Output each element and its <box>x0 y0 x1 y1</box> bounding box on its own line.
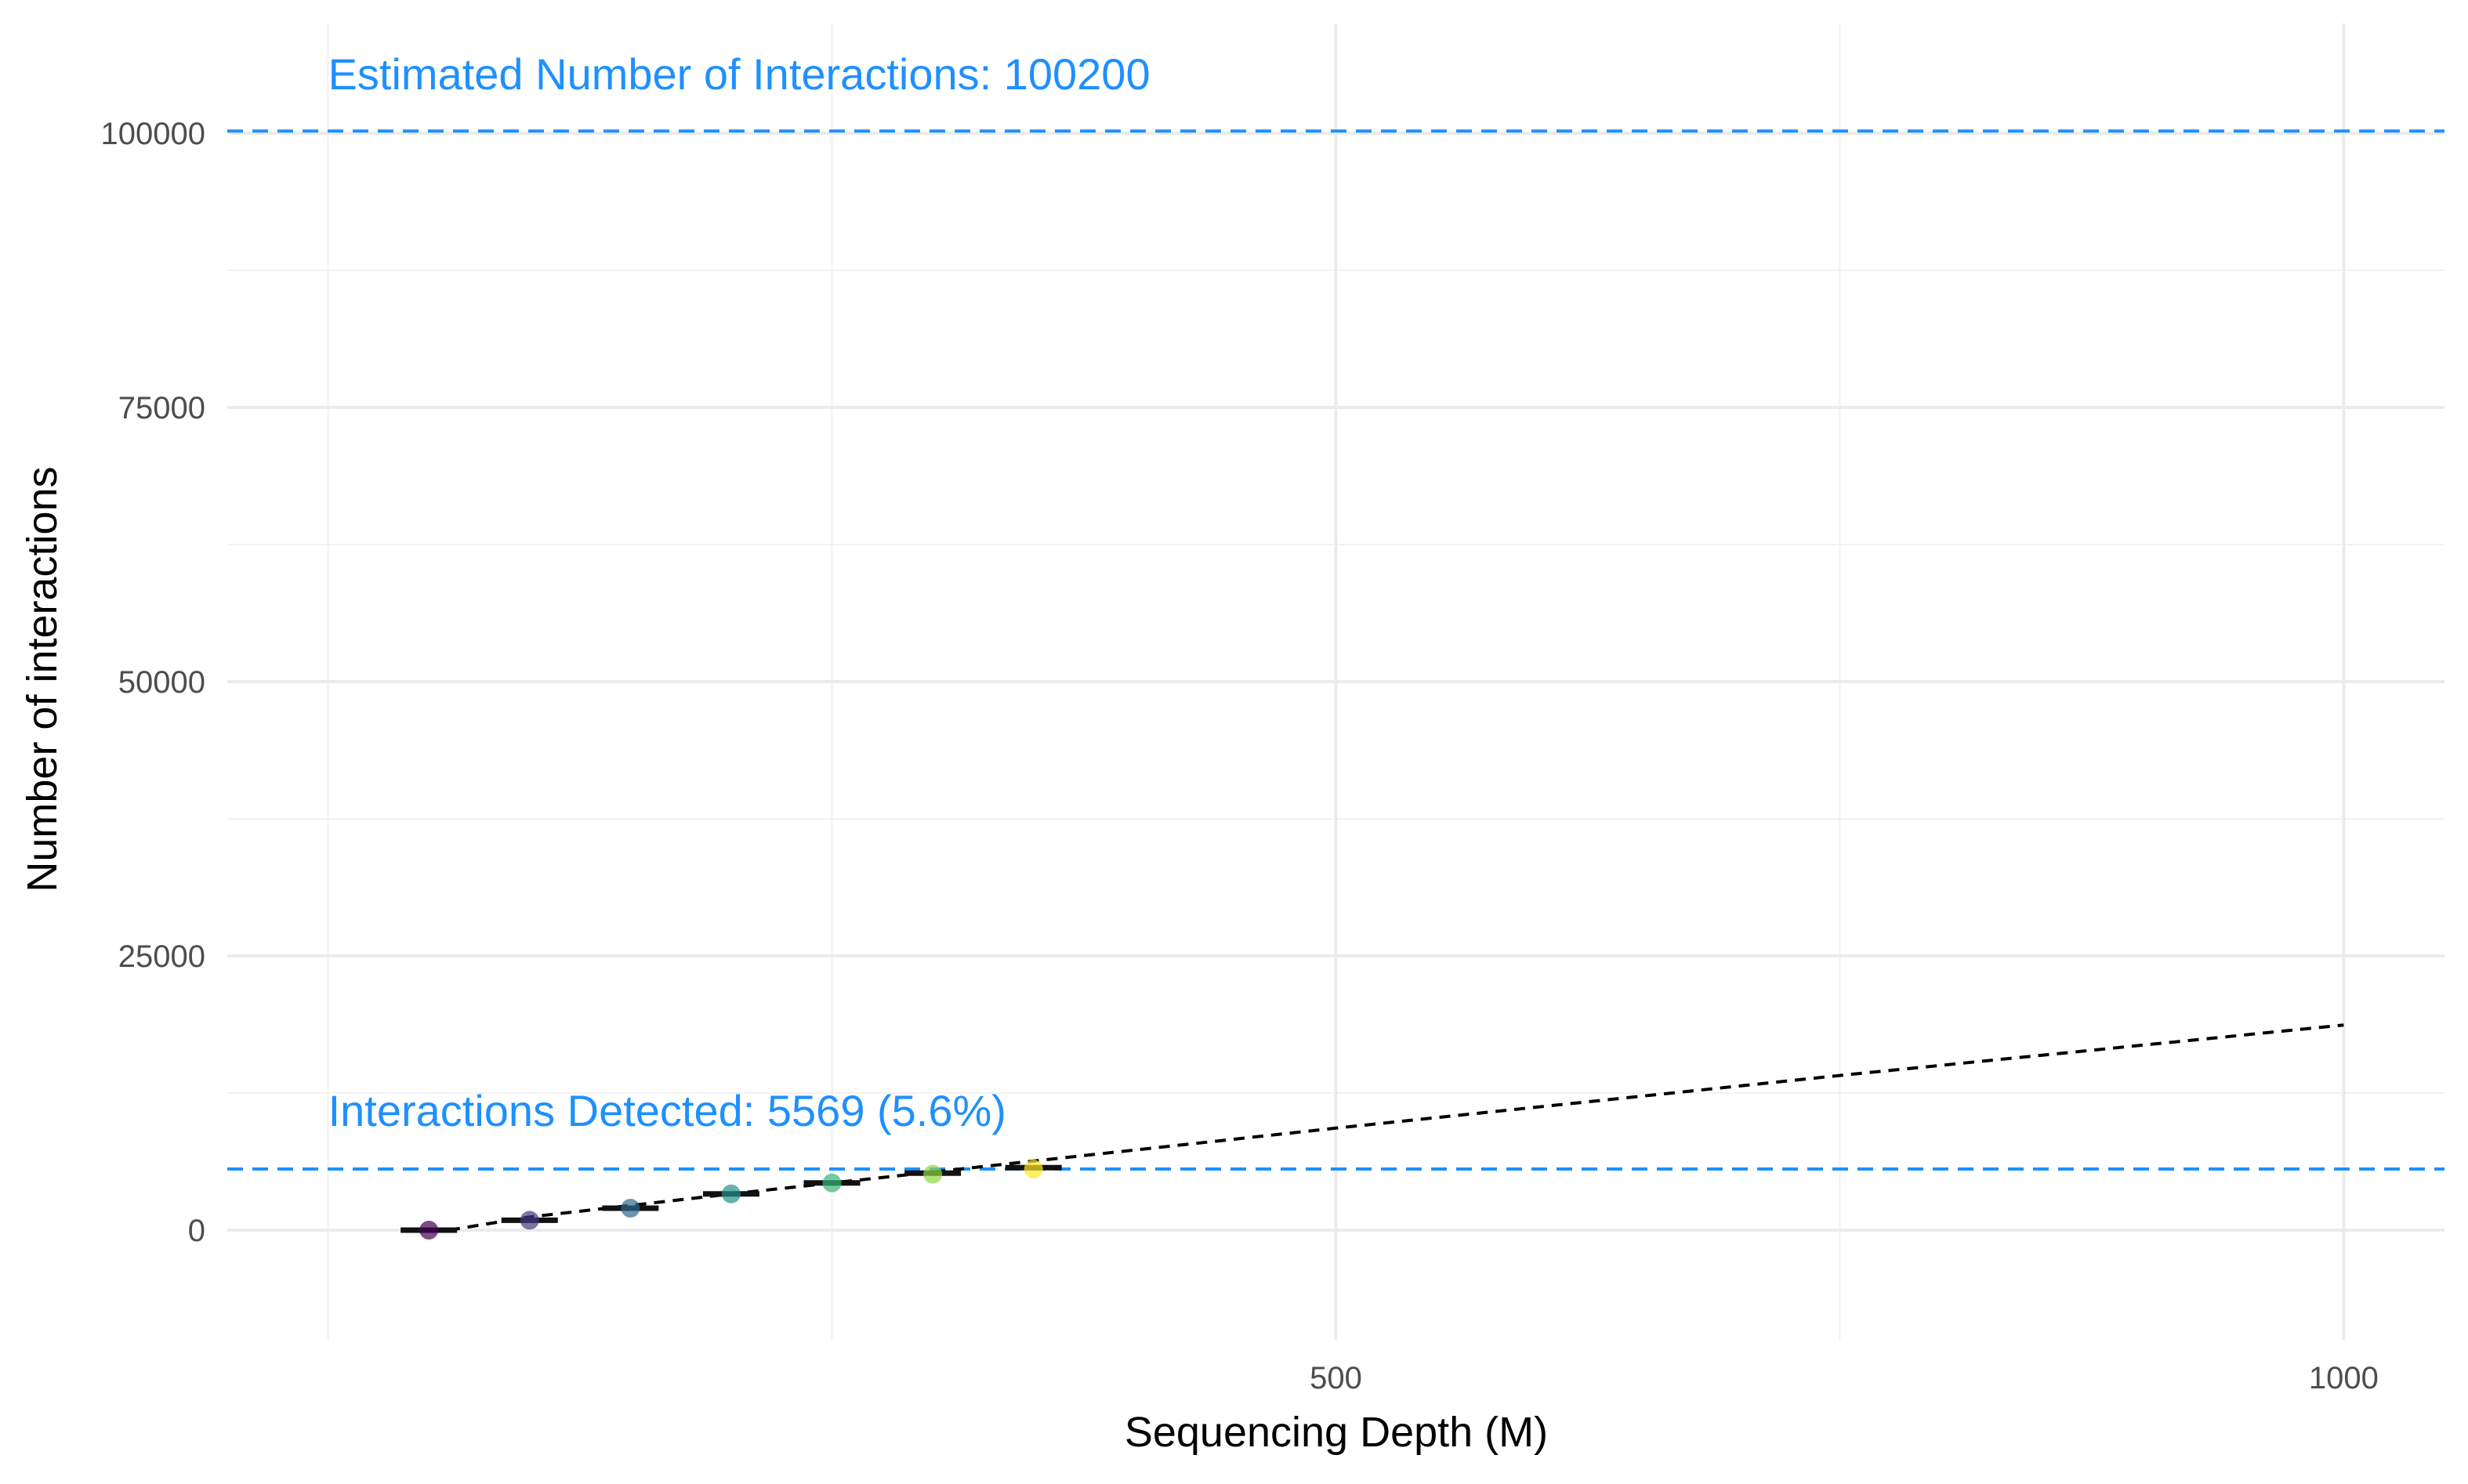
fit-line-layer <box>448 1023 2344 1232</box>
y-tick-label: 75000 <box>118 391 205 425</box>
x-tick-label: 500 <box>1310 1361 1362 1395</box>
data-point <box>520 1211 539 1230</box>
y-tick-label: 25000 <box>118 939 205 974</box>
x-axis-title: Sequencing Depth (M) <box>1125 1409 1548 1456</box>
point-layer <box>419 1160 1043 1240</box>
data-point <box>923 1164 943 1184</box>
label-layer: 0 25000 50000 75000 100000 500 1000 Estimated N… <box>101 49 2379 1395</box>
data-point <box>822 1173 842 1193</box>
data-point <box>621 1199 640 1218</box>
reference-line-label: Interactions Detected: 5569 (5.6%) <box>328 1086 1006 1135</box>
reference-lines <box>227 129 2444 1171</box>
grid-layer <box>227 24 2444 1340</box>
x-tick-label: 1000 <box>2309 1361 2379 1395</box>
y-tick-label: 100000 <box>101 117 205 151</box>
data-point <box>419 1221 439 1240</box>
data-point <box>721 1184 741 1203</box>
reference-line-label: Estimated Number of Interactions: 100200 <box>328 49 1151 99</box>
y-tick-label: 50000 <box>118 665 205 700</box>
y-tick-label: 0 <box>188 1214 205 1248</box>
y-axis-title: Number of interactions <box>19 466 66 892</box>
fit-line <box>448 1023 2344 1232</box>
data-point <box>1024 1160 1043 1179</box>
